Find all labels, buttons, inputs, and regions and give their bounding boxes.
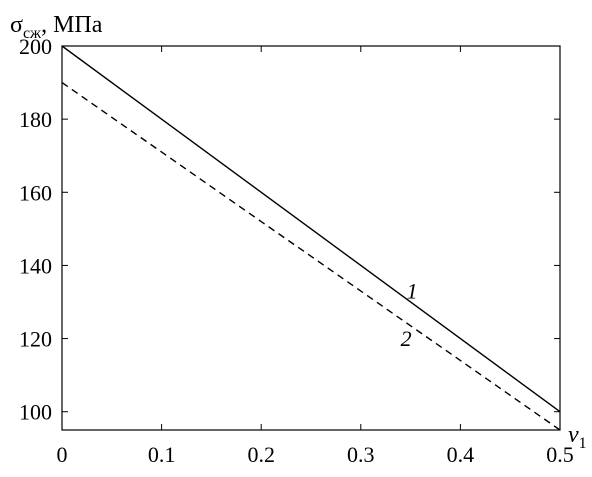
y-axis-symbol: σ [10,12,23,38]
series-line-1 [61,45,561,413]
x-axis-symbol: v [568,422,579,448]
x-axis-ticks: 0 0.1 0.2 0.3 0.4 0.5 [57,46,574,467]
x-tick-label: 0.3 [347,442,375,467]
x-tick-label: 0.5 [546,442,574,467]
series-lines [61,45,561,431]
x-axis-subscript: 1 [579,435,587,452]
y-tick-label: 180 [19,107,52,132]
plot-frame [61,45,561,431]
series-label-1: 1 [407,278,418,303]
y-axis-unit: , МПа [41,12,103,38]
y-tick-label: 160 [19,180,52,205]
series-labels: 12 [401,278,418,351]
x-tick-label: 0.4 [447,442,475,467]
y-axis-title: σсж, МПа [10,12,103,42]
axes: 0 0.1 0.2 0.3 0.4 0.5 100 120 140 160 180 200 [19,34,574,467]
series-label-2: 2 [401,326,412,351]
x-axis-title: v1 [568,422,587,452]
x-tick-label: 0.2 [247,442,275,467]
x-tick-label: 0 [57,442,68,467]
series-line-2 [61,81,561,431]
x-tick-label: 0.1 [148,442,176,467]
y-tick-label: 140 [19,253,52,278]
y-tick-label: 120 [19,327,52,352]
y-axis-subscript: сж [23,25,42,42]
y-axis-ticks: 100 120 140 160 180 200 [19,34,560,425]
y-tick-label: 100 [19,400,52,425]
y-tick-label: 200 [19,34,52,59]
